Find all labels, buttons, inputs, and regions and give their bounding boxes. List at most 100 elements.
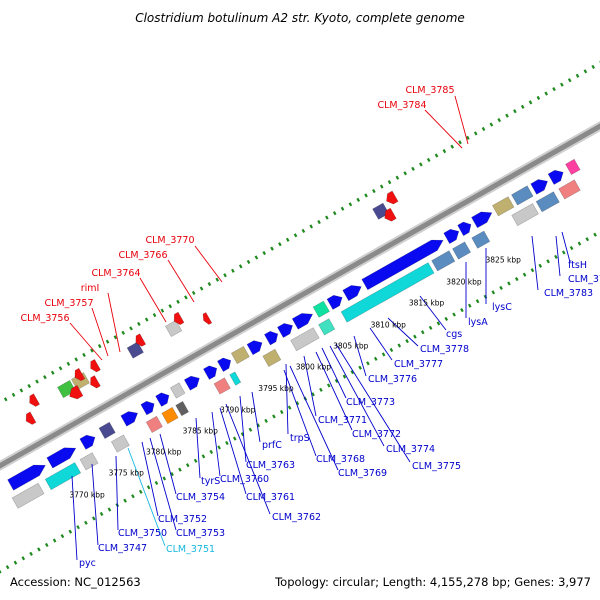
gene-reverse: [135, 333, 147, 347]
ring-tick: [270, 246, 274, 251]
ring-tick: [436, 321, 441, 326]
leader-line: [555, 235, 561, 277]
gene-label-blue: CLM_3776: [368, 374, 417, 385]
scale-label: 3805 kbp: [333, 342, 369, 351]
ring-tick: [326, 383, 331, 388]
ring-tick: [319, 387, 323, 392]
ring-tick: [460, 308, 464, 313]
gene-label-blue: CLM_3783: [544, 288, 593, 299]
ring-tick: [389, 347, 394, 353]
ring-tick: [403, 171, 408, 176]
gene-label-blue: CLM_3763: [246, 460, 295, 471]
leader-line: [283, 369, 317, 457]
ring-tick: [154, 480, 159, 485]
ring-tick: [123, 498, 127, 503]
gene-forward-2: [44, 462, 82, 491]
gene-reverse: [164, 319, 183, 338]
leader-line: [194, 245, 223, 283]
gene-reverse: [384, 207, 397, 222]
gene-forward-2: [535, 191, 560, 213]
ring-tick: [513, 109, 517, 114]
scale-label: 3815 kbp: [409, 299, 445, 308]
ring-tick: [238, 264, 243, 269]
leader-line: [289, 365, 339, 471]
ring-tick: [146, 485, 151, 490]
ring-tick: [520, 104, 525, 109]
gene-forward: [155, 392, 170, 407]
gene-forward: [312, 300, 330, 318]
ring-tick: [497, 118, 502, 123]
gene-reverse: [25, 411, 37, 425]
ring-tick: [207, 282, 212, 287]
leader-line: [531, 235, 539, 291]
ring-tick: [334, 378, 339, 384]
ring-tick: [561, 250, 566, 255]
ring-tick: [560, 82, 564, 87]
ring-tick: [505, 113, 509, 118]
gene-forward: [361, 239, 444, 291]
ring-tick: [428, 325, 433, 330]
genome-stats-text: Topology: circular; Length: 4,155,278 bp…: [274, 575, 591, 589]
gene-forward-2: [290, 327, 320, 352]
leader-line: [107, 292, 121, 353]
gene-reverse: [90, 375, 101, 389]
gene-reverse: [126, 341, 144, 359]
ring-tick: [379, 184, 384, 189]
ring-tick: [467, 303, 472, 308]
map-body: CLM_3785 CLM_3784 CLM_3770 CLM_3766 CLM_3764…: [0, 61, 600, 574]
ring-tick: [176, 299, 180, 304]
leader-line: [149, 437, 177, 531]
leader-line: [139, 277, 167, 323]
ring-tick: [381, 352, 386, 357]
gene-label-cyan: CLM_3751: [166, 544, 215, 555]
gene-label-blue: CLM_3752: [158, 514, 207, 525]
leader-line: [454, 95, 469, 145]
ring-tick: [356, 197, 361, 202]
ring-tick: [178, 467, 182, 472]
gene-label-blue: CLM_3760: [220, 474, 269, 485]
ring-tick: [43, 375, 47, 380]
ring-tick: [5, 565, 10, 570]
gene-forward-2: [558, 179, 581, 200]
ring-tick: [162, 476, 167, 481]
ring-tick: [567, 78, 572, 83]
ring-tick: [575, 73, 580, 78]
ring-tick: [528, 100, 533, 105]
ring-tick: [107, 507, 112, 512]
gene-forward: [511, 185, 534, 206]
ring-tick: [105, 339, 110, 344]
ring-tick: [272, 414, 276, 419]
ring-tick: [489, 122, 494, 127]
ring-tick: [295, 401, 300, 406]
ring-tick: [514, 277, 519, 282]
ring-tick: [278, 242, 282, 247]
scale-label: 3810 kbp: [371, 320, 407, 329]
ring-tick: [170, 472, 174, 477]
leader-line: [561, 231, 571, 263]
gene-label-blue: ftsH: [568, 260, 587, 271]
gene-label-red: CLM_3766: [118, 250, 167, 261]
ring-tick: [113, 335, 118, 340]
leader-line: [91, 463, 99, 546]
gene-forward: [565, 158, 581, 176]
gene-forward-2: [175, 400, 190, 417]
leader-line: [167, 259, 195, 303]
leader-line: [115, 455, 119, 531]
ring-tick: [309, 224, 314, 229]
ring-tick: [591, 64, 596, 69]
gene-forward-2: [161, 406, 179, 425]
tick-rings: [0, 61, 600, 574]
ring-tick: [231, 268, 235, 273]
leader-line: [335, 343, 411, 463]
gene-forward-2: [340, 262, 435, 323]
ring-tick: [0, 569, 2, 574]
gene-forward: [7, 464, 46, 491]
ring-tick: [58, 366, 63, 371]
ring-tick: [552, 87, 556, 92]
gene-forward: [120, 411, 139, 427]
gene-label-blue: lysC: [492, 302, 512, 313]
gene-reverse: [90, 358, 101, 373]
ring-tick: [585, 237, 590, 242]
gene-reverse: [29, 393, 41, 407]
